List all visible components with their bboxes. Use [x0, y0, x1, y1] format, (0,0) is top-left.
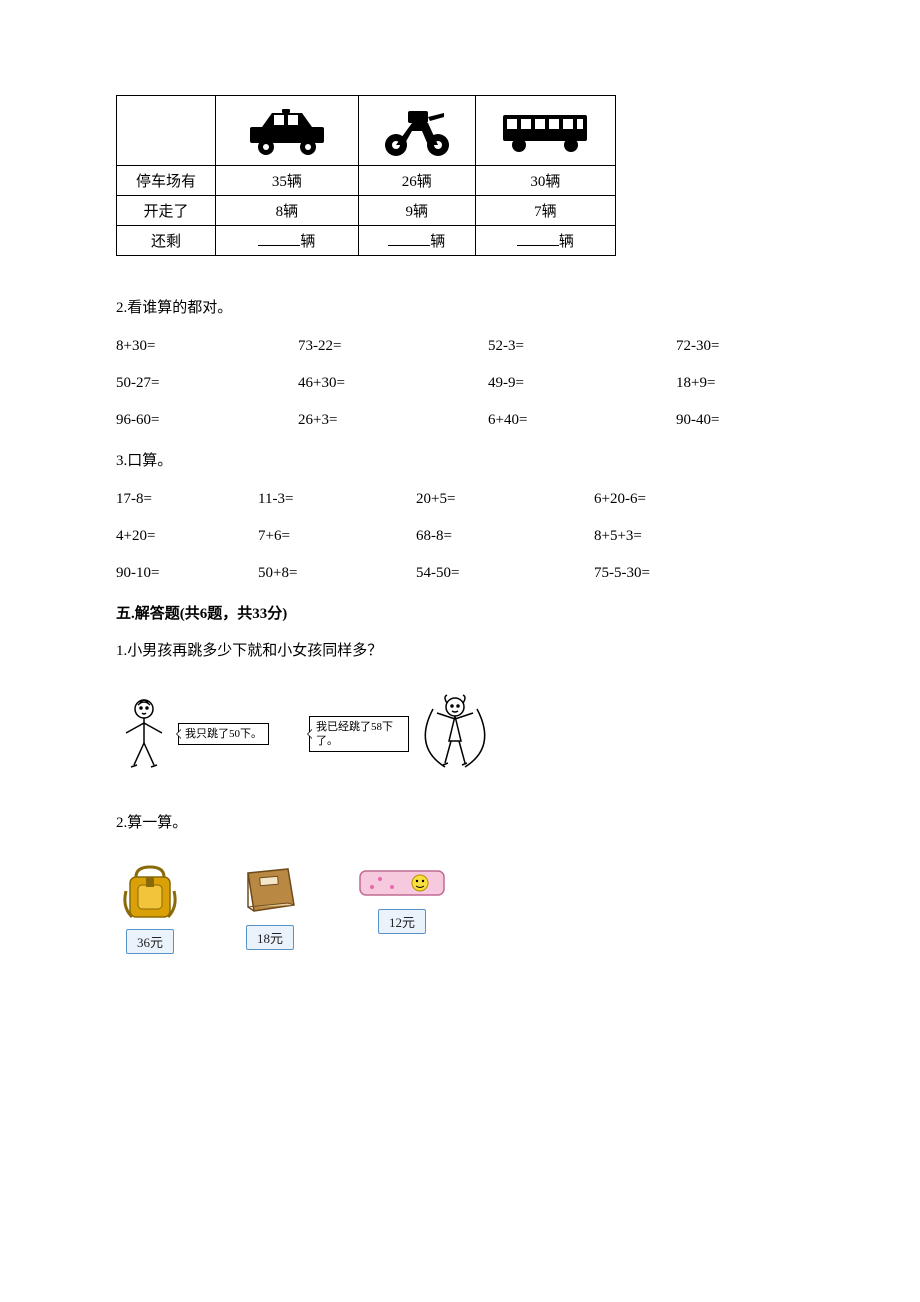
calc-cell: 72-30= — [676, 338, 796, 355]
price-row: 36元 18元 12元 — [116, 863, 804, 954]
calc-cell: 17-8= — [116, 491, 258, 508]
calc-cell: 6+40= — [488, 412, 676, 429]
price-tag: 12元 — [378, 909, 426, 934]
table-cell: 30辆 — [475, 166, 615, 196]
unit-text: 辆 — [430, 234, 445, 250]
calc-cell: 90-10= — [116, 565, 258, 582]
wp1-text: 1.小男孩再跳多少下就和小女孩同样多？ — [116, 639, 804, 663]
row-label-leave: 开走了 — [117, 196, 216, 226]
table-cell: 7辆 — [475, 196, 615, 226]
boy-icon — [116, 695, 172, 773]
q2-grid: 8+30=73-22=52-3=72-30= 50-27=46+30=49-9=1… — [116, 338, 804, 429]
car-icon — [216, 96, 359, 166]
calc-cell: 90-40= — [676, 412, 796, 429]
calc-cell: 96-60= — [116, 412, 298, 429]
q3-grid: 17-8=11-3=20+5=6+20-6= 4+20=7+6=68-8=8+5+… — [116, 491, 804, 582]
calc-cell: 8+30= — [116, 338, 298, 355]
calc-cell: 75-5-30= — [594, 565, 744, 582]
q3-heading: 3.口算。 — [116, 449, 804, 473]
boy-speech: 我只跳了50下。 — [178, 723, 269, 745]
table-blank-header — [117, 96, 216, 166]
calc-cell: 50+8= — [258, 565, 416, 582]
table-cell-blank: 辆 — [475, 226, 615, 256]
calc-cell: 26+3= — [298, 412, 488, 429]
q2-heading: 2.看谁算的都对。 — [116, 296, 804, 320]
calc-cell: 46+30= — [298, 375, 488, 392]
pencilbox-icon — [356, 863, 448, 903]
girl-speech: 我已经跳了58下了。 — [309, 716, 409, 753]
calc-cell: 8+5+3= — [594, 528, 744, 545]
unit-text: 辆 — [559, 234, 574, 250]
calc-cell: 11-3= — [258, 491, 416, 508]
row-label-remain: 还剩 — [117, 226, 216, 256]
calc-cell: 68-8= — [416, 528, 594, 545]
section5-heading: 五.解答题(共6题，共33分) — [116, 602, 804, 623]
table-cell-blank: 辆 — [216, 226, 359, 256]
calc-cell: 49-9= — [488, 375, 676, 392]
calc-cell: 6+20-6= — [594, 491, 744, 508]
price-tag: 36元 — [126, 929, 174, 954]
calc-cell: 54-50= — [416, 565, 594, 582]
calc-cell: 7+6= — [258, 528, 416, 545]
table-cell: 35辆 — [216, 166, 359, 196]
book-icon — [236, 863, 304, 919]
table-cell-blank: 辆 — [358, 226, 475, 256]
motorcycle-icon — [358, 96, 475, 166]
table-cell: 26辆 — [358, 166, 475, 196]
jump-figure: 我只跳了50下。 我已经跳了58下了。 — [116, 691, 804, 777]
calc-cell: 4+20= — [116, 528, 258, 545]
table-cell: 9辆 — [358, 196, 475, 226]
wp2-text: 2.算一算。 — [116, 811, 804, 835]
bus-icon — [475, 96, 615, 166]
table-cell: 8辆 — [216, 196, 359, 226]
calc-cell: 20+5= — [416, 491, 594, 508]
calc-cell: 18+9= — [676, 375, 796, 392]
backpack-icon — [116, 863, 184, 923]
girl-icon — [415, 691, 495, 777]
calc-cell: 73-22= — [298, 338, 488, 355]
row-label-have: 停车场有 — [117, 166, 216, 196]
vehicle-table: 停车场有 35辆 26辆 30辆 开走了 8辆 9辆 7辆 还剩 辆 辆 辆 — [116, 95, 616, 256]
calc-cell: 50-27= — [116, 375, 298, 392]
unit-text: 辆 — [300, 234, 315, 250]
calc-cell: 52-3= — [488, 338, 676, 355]
price-tag: 18元 — [246, 925, 294, 950]
